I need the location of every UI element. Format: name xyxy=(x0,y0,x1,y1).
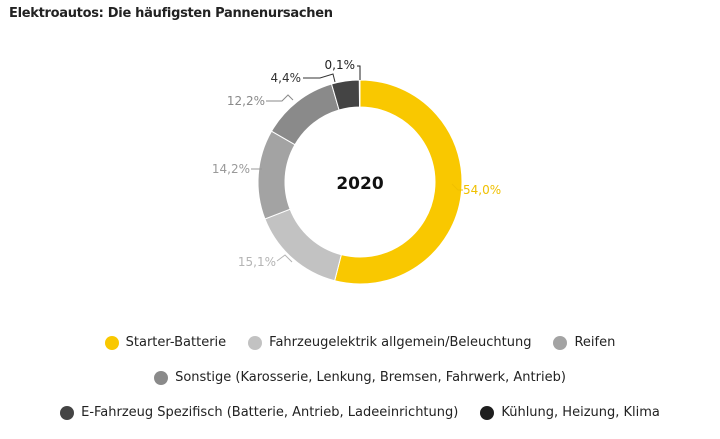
leader-line xyxy=(266,94,294,102)
legend-item: Reifen xyxy=(553,335,615,350)
legend-row: Sonstige (Karosserie, Lenkung, Bremsen, … xyxy=(0,370,720,385)
donut-slice xyxy=(334,79,463,285)
legend-swatch xyxy=(154,370,169,385)
legend-swatch xyxy=(248,335,263,350)
legend-swatch xyxy=(104,335,119,350)
data-label: 15,1% xyxy=(238,255,276,269)
legend-item: E-Fahrzeug Spezifisch (Batterie, Antrieb… xyxy=(60,405,458,420)
legend-item: Starter-Batterie xyxy=(104,335,227,350)
legend-label: Kühlung, Heizung, Klima xyxy=(501,405,660,420)
chart-title: Elektroautos: Die häufigsten Pannenursac… xyxy=(9,6,333,21)
legend-item: Fahrzeugelektrik allgemein/Beleuchtung xyxy=(248,335,531,350)
donut-slice xyxy=(358,79,361,108)
data-label: 14,2% xyxy=(212,162,250,176)
legend-row: E-Fahrzeug Spezifisch (Batterie, Antrieb… xyxy=(0,405,720,420)
data-label: 4,4% xyxy=(271,71,302,85)
leader-line xyxy=(357,65,361,80)
legend-label: Sonstige (Karosserie, Lenkung, Bremsen, … xyxy=(175,370,566,385)
leader-line xyxy=(303,73,336,83)
legend-row: Starter-Batterie Fahrzeugelektrik allgeme… xyxy=(0,335,720,350)
donut-slice xyxy=(270,83,340,146)
leader-line xyxy=(451,183,463,191)
legend-swatch xyxy=(553,335,568,350)
legend-item: Kühlung, Heizung, Klima xyxy=(480,405,660,420)
legend-item: Sonstige (Karosserie, Lenkung, Bremsen, … xyxy=(154,370,566,385)
leader-line xyxy=(276,254,293,263)
center-label: 2020 xyxy=(336,174,383,194)
legend-label: E-Fahrzeug Spezifisch (Batterie, Antrieb… xyxy=(81,405,459,420)
legend-swatch xyxy=(480,405,495,420)
donut-slice xyxy=(257,130,296,220)
data-label: 12,2% xyxy=(227,94,265,108)
donut-chart: 54,0% 15,1% 14,2% 12,2% 4,4% 0,1% 2020 xyxy=(212,58,501,285)
data-label: 0,1% xyxy=(325,58,356,72)
data-label: 54,0% xyxy=(463,183,501,197)
donut-slice xyxy=(264,208,342,282)
legend-swatch xyxy=(60,405,75,420)
legend-label: Starter-Batterie xyxy=(125,335,227,350)
legend-label: Reifen xyxy=(574,335,616,350)
legend-label: Fahrzeugelektrik allgemein/Beleuchtung xyxy=(269,335,532,350)
